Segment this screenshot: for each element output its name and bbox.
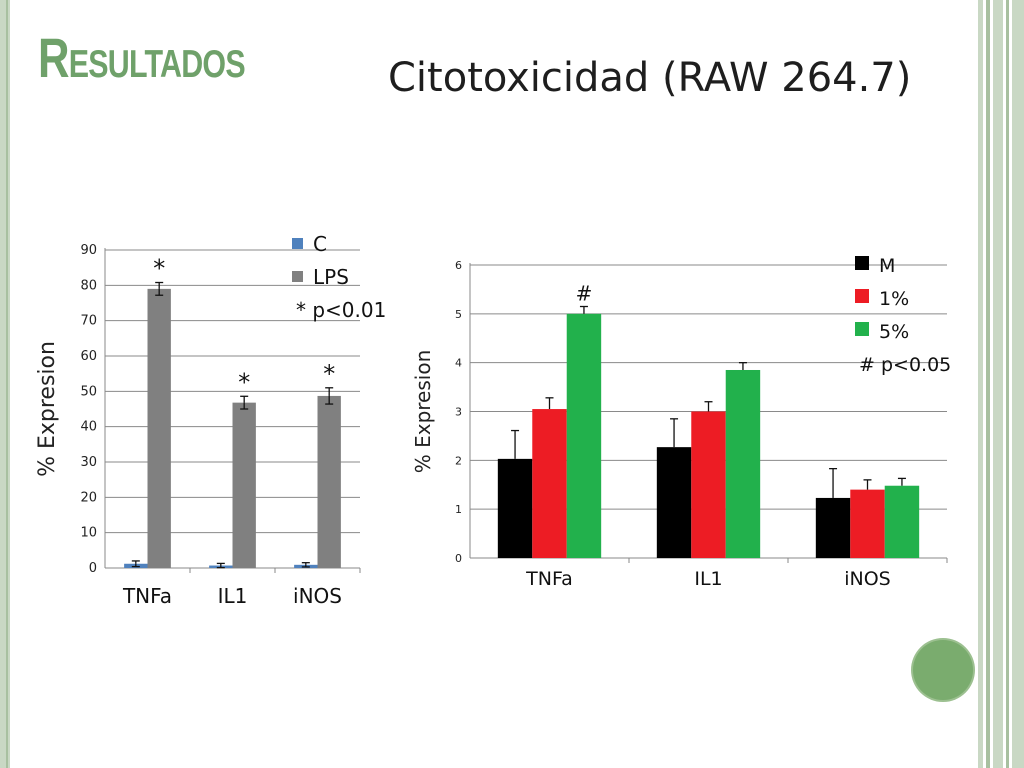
significance-mark: * xyxy=(323,360,335,388)
y-tick-label: 6 xyxy=(455,259,462,272)
bar-5pct-iNOS xyxy=(884,485,920,558)
legend-swatch-M xyxy=(855,256,869,270)
legend-swatch-C xyxy=(292,238,303,249)
bar-1pct-IL1 xyxy=(691,411,726,558)
y-tick-label: 20 xyxy=(80,490,97,505)
right-border-stripe xyxy=(1006,0,1009,768)
x-tick-label: TNFa xyxy=(525,568,573,590)
y-tick-label: 10 xyxy=(80,526,97,541)
legend-label: 5% xyxy=(879,321,909,343)
right-border-stripe xyxy=(993,0,1003,768)
bar-M-IL1 xyxy=(656,447,692,558)
left-border-decoration xyxy=(0,0,10,768)
x-tick-label: IL1 xyxy=(218,584,248,608)
bar-M-TNFa xyxy=(497,458,533,558)
chart-lps-expression: 0 10 20 30 40 50 60 70 80 90 % Expresion TNFa * IL1 * i… xyxy=(35,232,386,608)
x-tick-label: TNFa xyxy=(122,584,172,608)
y-tick-label: 2 xyxy=(455,454,462,467)
bar-1pct-iNOS xyxy=(850,489,885,558)
legend-swatch-LPS xyxy=(292,271,303,282)
y-tick-label: 80 xyxy=(80,278,97,293)
bar-LPS-TNFa xyxy=(147,288,171,568)
slide-title: Resultados xyxy=(38,26,246,89)
x-tick-label: iNOS xyxy=(293,584,342,608)
y-tick-label: 90 xyxy=(80,243,97,258)
y-tick-label: 70 xyxy=(80,314,97,329)
bar-5pct-TNFa xyxy=(566,313,602,558)
y-tick-label: 4 xyxy=(455,357,462,370)
legend-label: C xyxy=(313,232,327,256)
legend-note: # p<0.05 xyxy=(859,354,951,376)
bar-M-iNOS xyxy=(815,497,851,558)
chart-concentration-expression: 0 1 2 3 4 5 6 % Expresion TNFa # IL1 iNOS M 1% 5% # p<0… xyxy=(411,255,951,590)
right-border-stripe xyxy=(986,0,990,768)
y-tick-label: 30 xyxy=(80,455,97,470)
legend-swatch-1pct xyxy=(855,289,869,303)
bar-LPS-iNOS xyxy=(317,395,341,568)
y-tick-label: 0 xyxy=(89,561,97,576)
y-tick-label: 50 xyxy=(80,384,97,399)
significance-mark: * xyxy=(238,368,250,396)
legend-swatch-5pct xyxy=(855,322,869,336)
y-tick-label: 40 xyxy=(80,420,97,435)
slide-subtitle: Citotoxicidad (RAW 264.7) xyxy=(388,55,912,101)
y-tick-label: 5 xyxy=(455,308,462,321)
x-tick-label: iNOS xyxy=(844,568,891,590)
significance-mark: # xyxy=(576,282,593,306)
legend-label: M xyxy=(879,255,895,277)
y-axis-label: % Expresion xyxy=(35,341,60,477)
bar-1pct-TNFa xyxy=(532,409,567,558)
y-tick-label: 3 xyxy=(455,406,462,419)
legend-label: LPS xyxy=(313,265,349,289)
right-border-stripe xyxy=(978,0,983,768)
y-tick-label: 0 xyxy=(455,552,462,565)
right-border-stripe xyxy=(1012,0,1024,768)
significance-mark: * xyxy=(153,255,165,283)
bar-5pct-IL1 xyxy=(725,369,761,558)
y-tick-label: 1 xyxy=(455,503,462,516)
y-tick-label: 60 xyxy=(80,349,97,364)
legend-label: 1% xyxy=(879,288,909,310)
x-tick-label: IL1 xyxy=(694,568,722,590)
bar-LPS-IL1 xyxy=(232,402,256,568)
decorative-circle xyxy=(913,640,973,700)
y-axis-label: % Expresion xyxy=(411,350,435,474)
legend-note: * p<0.01 xyxy=(296,298,386,322)
